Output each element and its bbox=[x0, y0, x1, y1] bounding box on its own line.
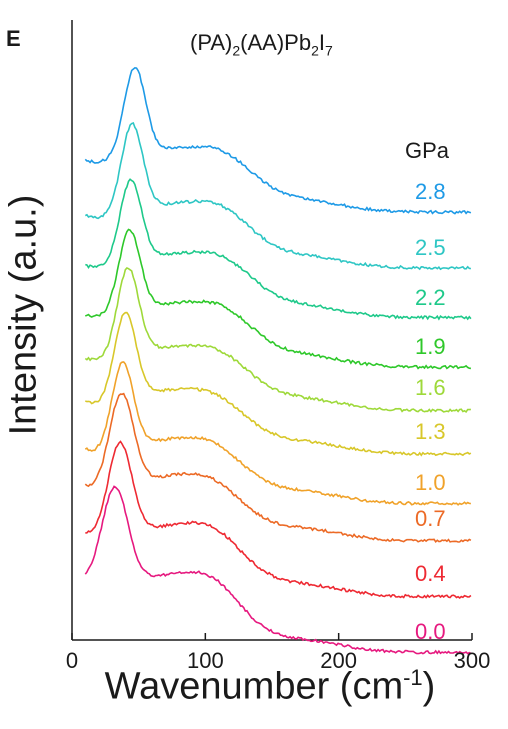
series-line-2.5 bbox=[84, 121, 471, 271]
series-line-0.7 bbox=[84, 392, 472, 544]
x-tick-label: 200 bbox=[320, 648, 358, 673]
legend-entry-1.3: 1.3 bbox=[415, 419, 446, 445]
series-line-0.0 bbox=[84, 485, 472, 655]
series-line-1.6 bbox=[84, 267, 471, 414]
panel-label: E bbox=[6, 26, 21, 51]
x-tick-label: 100 bbox=[186, 648, 224, 673]
series-line-1.9 bbox=[84, 228, 471, 370]
legend-entry-0.4: 0.4 bbox=[415, 561, 446, 587]
chart-title: (PA)2(AA)Pb2I7 bbox=[190, 30, 333, 59]
legend-entry-0.7: 0.7 bbox=[415, 506, 446, 532]
legend-entry-2.2: 2.2 bbox=[415, 284, 446, 310]
series-line-2.2 bbox=[85, 178, 472, 321]
series-line-2.8 bbox=[84, 66, 472, 215]
x-tick-label: 300 bbox=[453, 648, 491, 673]
legend-entry-0.0: 0.0 bbox=[415, 619, 446, 645]
x-tick-label: 0 bbox=[65, 648, 79, 673]
legend-entry-1.9: 1.9 bbox=[415, 334, 446, 360]
series-line-0.4 bbox=[85, 440, 472, 600]
series-line-1.3 bbox=[85, 311, 472, 457]
legend-entry-2.8: 2.8 bbox=[415, 178, 446, 204]
series-line-1.0 bbox=[84, 361, 471, 506]
legend-title: GPa bbox=[405, 138, 450, 163]
legend-entry-2.5: 2.5 bbox=[415, 234, 446, 260]
x-axis-label: Wavenumber (cm-1) bbox=[104, 665, 436, 708]
legend-entry-1.6: 1.6 bbox=[415, 375, 446, 401]
legend-entry-1.0: 1.0 bbox=[415, 469, 446, 495]
